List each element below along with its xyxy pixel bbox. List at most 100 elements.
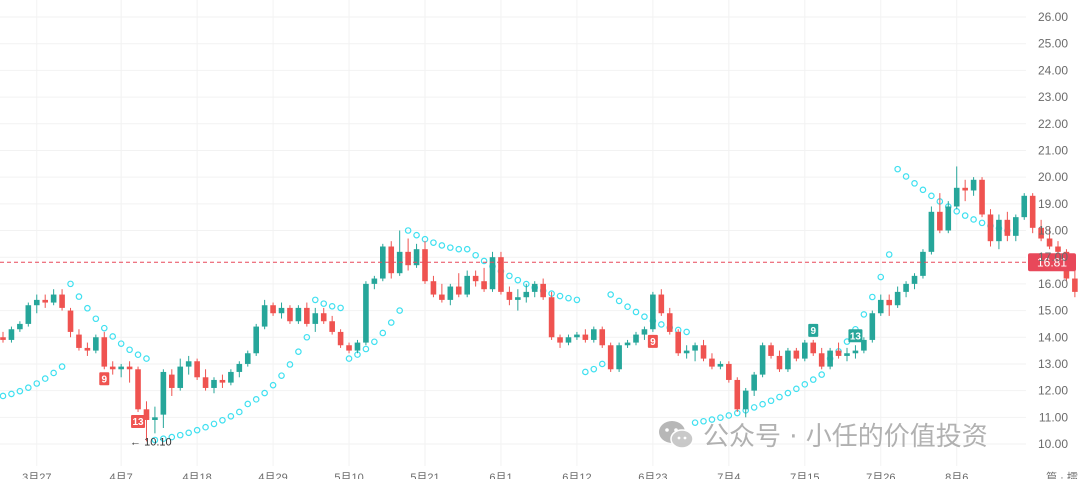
candle [793, 347, 800, 362]
candle [523, 283, 530, 303]
sar-point [75, 293, 83, 300]
sar-point [472, 251, 479, 259]
candle-body [742, 390, 749, 410]
candle-body [498, 257, 504, 292]
y-tick-label: 26.00 [1038, 10, 1068, 24]
x-tick-label: 8月6 [945, 472, 968, 479]
sar-point [894, 165, 901, 173]
sar-point [911, 180, 918, 187]
candle-body [1055, 246, 1061, 252]
candle [1029, 193, 1036, 234]
sar-point [641, 313, 648, 320]
sar-point [117, 340, 125, 347]
candle-body [371, 278, 378, 284]
sar-point [615, 297, 623, 305]
candle-body [1004, 219, 1011, 236]
candle-body [557, 337, 563, 343]
candle-body [1029, 195, 1036, 228]
candle [287, 305, 293, 324]
signal-marker-box [131, 414, 146, 428]
candle-body [827, 350, 833, 367]
candle [194, 358, 200, 380]
candle-body [211, 379, 217, 388]
sar-point [371, 338, 378, 346]
candle [683, 345, 690, 359]
y-tick-label: 21.00 [1038, 143, 1068, 157]
y-tick-label: 10.00 [1038, 437, 1068, 451]
candle [337, 329, 344, 348]
sar-point [607, 291, 614, 298]
x-tick-label: 7月15 [790, 472, 819, 479]
candle [734, 377, 741, 412]
candle [261, 299, 268, 330]
candle [928, 206, 935, 255]
candle-body [633, 334, 639, 343]
candle-body [67, 310, 74, 332]
candle-body [607, 345, 614, 370]
candle [937, 193, 943, 234]
candle-body [531, 283, 538, 292]
y-tick-label: 20.00 [1038, 170, 1068, 184]
x-tick-label: 6月1 [489, 472, 512, 479]
signal-marker-box [808, 323, 819, 337]
candle-body [565, 337, 572, 343]
candle-body [962, 187, 968, 191]
candle [650, 291, 656, 332]
candle [17, 321, 23, 332]
x-axis-corner-label: 篇 · 擂 [1046, 470, 1078, 479]
candle [742, 387, 749, 418]
sar-point [345, 355, 353, 362]
candle [346, 342, 352, 354]
candle-body [903, 283, 909, 292]
sar-point [978, 219, 986, 227]
candle [455, 273, 462, 298]
candle [177, 358, 184, 391]
sar-point [160, 435, 167, 443]
candle-body [169, 374, 175, 388]
signal-marker-label: 9 [101, 374, 107, 385]
sar-point [700, 417, 707, 425]
sar-point [295, 348, 302, 355]
candle-body [835, 350, 842, 356]
candle-body [945, 206, 952, 231]
sar-point [8, 390, 15, 398]
candle [405, 238, 411, 271]
candle-body [253, 326, 259, 354]
sar-point [379, 329, 387, 337]
sar-point [928, 192, 935, 200]
candle [152, 406, 158, 434]
candle [371, 275, 378, 290]
sar-point [126, 346, 133, 354]
candle-body [877, 299, 884, 314]
sar-point [632, 308, 640, 316]
candle [481, 267, 487, 292]
candle [126, 361, 133, 383]
candle [118, 363, 124, 378]
candle-body [388, 246, 395, 274]
candle-body [101, 337, 108, 367]
candle [489, 251, 496, 292]
candle-body [202, 377, 209, 388]
candle-body [582, 334, 589, 340]
sar-point [885, 251, 893, 258]
sar-point [168, 433, 176, 441]
sar-point [387, 319, 395, 326]
sar-point [565, 294, 572, 302]
candle-body [911, 275, 918, 284]
signal-marker: 9 [647, 334, 658, 348]
sar-point [598, 360, 606, 368]
candle-body [177, 366, 184, 388]
candle-body [751, 374, 757, 391]
candle [1046, 227, 1053, 250]
candle-body [481, 281, 487, 290]
x-axis: 3月27 4月7 4月18 4月29 5月10 5月21 6月1 6月12 6月23 7月4 7月1… [22, 470, 1078, 484]
sar-point [92, 315, 100, 323]
sar-point [759, 400, 766, 408]
sar-point [109, 333, 117, 340]
sar-point [84, 304, 91, 312]
candle-body [320, 313, 327, 322]
candle [422, 241, 428, 284]
candle-body [270, 305, 276, 314]
candle-body [1038, 227, 1044, 239]
sar-point [784, 389, 792, 397]
